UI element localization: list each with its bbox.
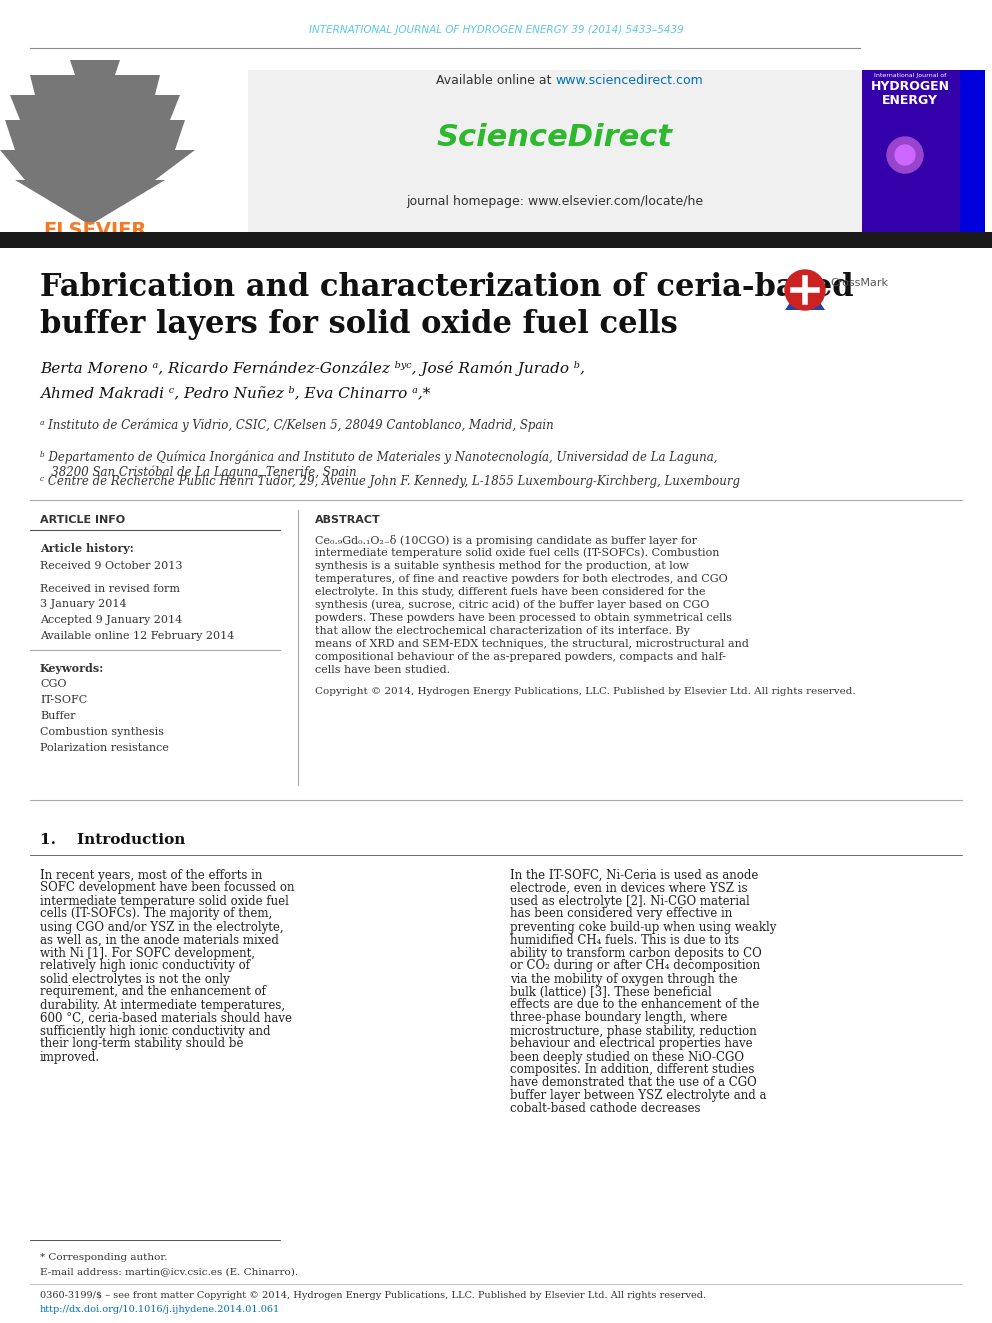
Text: buffer layers for solid oxide fuel cells: buffer layers for solid oxide fuel cells: [40, 310, 678, 340]
Text: electrolyte. In this study, different fuels have been considered for the: electrolyte. In this study, different fu…: [315, 587, 705, 597]
Text: www.sciencedirect.com: www.sciencedirect.com: [555, 74, 702, 86]
Text: Accepted 9 January 2014: Accepted 9 January 2014: [40, 615, 183, 624]
Text: has been considered very effective in: has been considered very effective in: [510, 908, 732, 921]
Polygon shape: [785, 280, 825, 310]
Text: ABSTRACT: ABSTRACT: [315, 515, 381, 525]
Text: used as electrolyte [2]. Ni-CGO material: used as electrolyte [2]. Ni-CGO material: [510, 894, 750, 908]
Text: Received 9 October 2013: Received 9 October 2013: [40, 561, 183, 572]
Text: compositional behaviour of the as-prepared powders, compacts and half-: compositional behaviour of the as-prepar…: [315, 652, 726, 662]
Text: ᵇ Departamento de Química Inorgánica and Instituto de Materiales y Nanotecnologí: ᵇ Departamento de Química Inorgánica and…: [40, 450, 717, 479]
Text: Polarization resistance: Polarization resistance: [40, 744, 169, 753]
Text: 3 January 2014: 3 January 2014: [40, 599, 127, 609]
Text: INTERNATIONAL JOURNAL OF HYDROGEN ENERGY 39 (2014) 5433–5439: INTERNATIONAL JOURNAL OF HYDROGEN ENERGY…: [309, 25, 683, 34]
Text: sufficiently high ionic conductivity and: sufficiently high ionic conductivity and: [40, 1024, 271, 1037]
Text: buffer layer between YSZ electrolyte and a: buffer layer between YSZ electrolyte and…: [510, 1090, 767, 1102]
Text: * Corresponding author.: * Corresponding author.: [40, 1253, 168, 1262]
Text: http://dx.doi.org/10.1016/j.ijhydene.2014.01.061: http://dx.doi.org/10.1016/j.ijhydene.201…: [40, 1306, 281, 1315]
Text: Keywords:: Keywords:: [40, 663, 104, 673]
Text: Berta Moreno ᵃ, Ricardo Fernández-González ᵇʸᶜ, José Ramón Jurado ᵇ,: Berta Moreno ᵃ, Ricardo Fernández-Gonzál…: [40, 360, 585, 376]
Text: ARTICLE INFO: ARTICLE INFO: [40, 515, 125, 525]
Text: ᶜ Centre de Recherche Public Henri Tudor, 29, Avenue John F. Kennedy, L-1855 Lux: ᶜ Centre de Recherche Public Henri Tudor…: [40, 475, 740, 488]
Text: improved.: improved.: [40, 1050, 100, 1064]
Text: journal homepage: www.elsevier.com/locate/he: journal homepage: www.elsevier.com/locat…: [407, 196, 703, 209]
Text: E-mail address: martin@icv.csic.es (E. Chinarro).: E-mail address: martin@icv.csic.es (E. C…: [40, 1267, 299, 1277]
Text: with Ni [1]. For SOFC development,: with Ni [1]. For SOFC development,: [40, 946, 255, 959]
Text: their long-term stability should be: their long-term stability should be: [40, 1037, 243, 1050]
Text: Buffer: Buffer: [40, 710, 75, 721]
Text: Ahmed Makradi ᶜ, Pedro Nuñez ᵇ, Eva Chinarro ᵃ,*: Ahmed Makradi ᶜ, Pedro Nuñez ᵇ, Eva Chin…: [40, 386, 431, 400]
Text: HYDROGEN: HYDROGEN: [871, 81, 949, 94]
Text: been deeply studied on these NiO-CGO: been deeply studied on these NiO-CGO: [510, 1050, 744, 1064]
Text: effects are due to the enhancement of the: effects are due to the enhancement of th…: [510, 999, 759, 1012]
Text: synthesis is a suitable synthesis method for the production, at low: synthesis is a suitable synthesis method…: [315, 561, 688, 572]
Text: humidified CH₄ fuels. This is due to its: humidified CH₄ fuels. This is due to its: [510, 934, 739, 946]
Text: composites. In addition, different studies: composites. In addition, different studi…: [510, 1064, 754, 1077]
Text: ScienceDirect: ScienceDirect: [437, 123, 673, 152]
Circle shape: [887, 138, 923, 173]
Text: relatively high ionic conductivity of: relatively high ionic conductivity of: [40, 959, 250, 972]
Bar: [0, 232, 992, 247]
Text: 1.    Introduction: 1. Introduction: [40, 833, 186, 847]
Text: International Journal of: International Journal of: [874, 73, 946, 78]
Text: 0360-3199/$ – see front matter Copyright © 2014, Hydrogen Energy Publications, L: 0360-3199/$ – see front matter Copyright…: [40, 1290, 706, 1299]
Text: cells have been studied.: cells have been studied.: [315, 665, 450, 675]
Text: In recent years, most of the efforts in: In recent years, most of the efforts in: [40, 868, 262, 881]
Text: cells (IT-SOFCs). The majority of them,: cells (IT-SOFCs). The majority of them,: [40, 908, 272, 921]
Text: means of XRD and SEM-EDX techniques, the structural, microstructural and: means of XRD and SEM-EDX techniques, the…: [315, 639, 749, 650]
Text: intermediate temperature solid oxide fuel cells (IT-SOFCs). Combustion: intermediate temperature solid oxide fue…: [315, 548, 719, 558]
Text: ᵃ Instituto de Cerámica y Vidrio, CSIC, C/Kelsen 5, 28049 Cantoblanco, Madrid, S: ᵃ Instituto de Cerámica y Vidrio, CSIC, …: [40, 418, 554, 431]
Text: powders. These powders have been processed to obtain symmetrical cells: powders. These powders have been process…: [315, 613, 732, 623]
Text: cobalt-based cathode decreases: cobalt-based cathode decreases: [510, 1102, 700, 1115]
Text: using CGO and/or YSZ in the electrolyte,: using CGO and/or YSZ in the electrolyte,: [40, 921, 284, 934]
Text: Ce₀.₉Gd₀.₁O₂₋δ (10CGO) is a promising candidate as buffer layer for: Ce₀.₉Gd₀.₁O₂₋δ (10CGO) is a promising ca…: [315, 534, 697, 545]
Text: intermediate temperature solid oxide fuel: intermediate temperature solid oxide fue…: [40, 894, 289, 908]
Polygon shape: [0, 60, 195, 225]
Text: ability to transform carbon deposits to CO: ability to transform carbon deposits to …: [510, 946, 762, 959]
Text: ENERGY: ENERGY: [882, 94, 938, 106]
Text: Copyright © 2014, Hydrogen Energy Publications, LLC. Published by Elsevier Ltd. : Copyright © 2014, Hydrogen Energy Public…: [315, 687, 856, 696]
Text: Article history:: Article history:: [40, 542, 134, 553]
Text: IT-SOFC: IT-SOFC: [40, 695, 87, 705]
Text: Available online at: Available online at: [435, 74, 555, 86]
Bar: [960, 70, 985, 235]
Text: electrode, even in devices where YSZ is: electrode, even in devices where YSZ is: [510, 881, 748, 894]
Text: behaviour and electrical properties have: behaviour and electrical properties have: [510, 1037, 753, 1050]
Text: or CO₂ during or after CH₄ decomposition: or CO₂ during or after CH₄ decomposition: [510, 959, 760, 972]
Text: synthesis (urea, sucrose, citric acid) of the buffer layer based on CGO: synthesis (urea, sucrose, citric acid) o…: [315, 599, 709, 610]
Text: microstructure, phase stability, reduction: microstructure, phase stability, reducti…: [510, 1024, 757, 1037]
Text: SOFC development have been focussed on: SOFC development have been focussed on: [40, 881, 295, 894]
Text: as well as, in the anode materials mixed: as well as, in the anode materials mixed: [40, 934, 279, 946]
Text: via the mobility of oxygen through the: via the mobility of oxygen through the: [510, 972, 738, 986]
Text: Available online 12 February 2014: Available online 12 February 2014: [40, 631, 234, 642]
Text: preventing coke build-up when using weakly: preventing coke build-up when using weak…: [510, 921, 777, 934]
Text: requirement, and the enhancement of: requirement, and the enhancement of: [40, 986, 266, 999]
Text: ELSEVIER: ELSEVIER: [44, 221, 147, 239]
Text: Combustion synthesis: Combustion synthesis: [40, 728, 164, 737]
Text: CGO: CGO: [40, 679, 66, 689]
Text: solid electrolytes is not the only: solid electrolytes is not the only: [40, 972, 230, 986]
Text: In the IT-SOFC, Ni-Ceria is used as anode: In the IT-SOFC, Ni-Ceria is used as anod…: [510, 868, 758, 881]
Text: 600 °C, ceria-based materials should have: 600 °C, ceria-based materials should hav…: [40, 1012, 292, 1024]
Text: Received in revised form: Received in revised form: [40, 583, 180, 594]
Circle shape: [895, 146, 915, 165]
Text: three-phase boundary length, where: three-phase boundary length, where: [510, 1012, 727, 1024]
Text: that allow the electrochemical characterization of its interface. By: that allow the electrochemical character…: [315, 626, 689, 636]
Text: Fabrication and characterization of ceria-based: Fabrication and characterization of ceri…: [40, 273, 854, 303]
Text: have demonstrated that the use of a CGO: have demonstrated that the use of a CGO: [510, 1077, 757, 1090]
Bar: [862, 70, 962, 235]
FancyBboxPatch shape: [248, 70, 862, 235]
Text: bulk (lattice) [3]. These beneficial: bulk (lattice) [3]. These beneficial: [510, 986, 711, 999]
Text: CrossMark: CrossMark: [830, 278, 888, 288]
Text: temperatures, of fine and reactive powders for both electrodes, and CGO: temperatures, of fine and reactive powde…: [315, 574, 728, 583]
Circle shape: [785, 270, 825, 310]
Text: durability. At intermediate temperatures,: durability. At intermediate temperatures…: [40, 999, 285, 1012]
